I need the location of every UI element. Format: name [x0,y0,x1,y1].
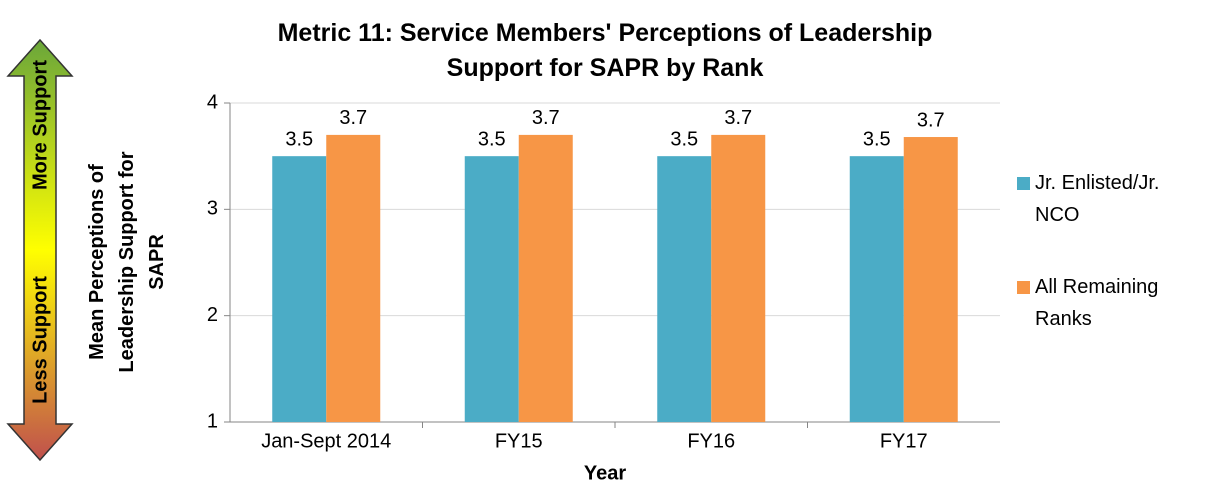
y-tick-label: 1 [207,410,218,432]
y-axis-title: Mean Perceptions of Leadership Support f… [86,151,168,373]
x-tick-label: FY15 [495,430,543,452]
arrow-label-high: More Support [29,60,51,190]
data-label: 3.7 [339,107,367,129]
bar [464,156,519,422]
legend-label: Jr. Enlisted/Jr. NCO [1035,172,1160,226]
data-label: 3.7 [917,109,945,131]
bar [711,134,766,422]
legend-swatch [1017,177,1030,190]
y-tick-label: 4 [207,91,218,113]
bar [518,134,573,422]
bar [849,156,904,422]
data-label: 3.5 [478,128,506,150]
y-tick-label: 2 [207,304,218,326]
bar [657,156,712,422]
bar [326,134,381,422]
x-tick-label: Jan-Sept 2014 [261,430,391,452]
data-label: 3.7 [724,107,752,129]
data-label: 3.5 [670,128,698,150]
data-label: 3.5 [285,128,313,150]
x-tick-label: FY17 [880,430,928,452]
arrow-label-low: Less Support [29,276,51,404]
chart-title: Metric 11: Service Members' Perceptions … [277,19,933,82]
x-tick-label: FY16 [687,430,735,452]
y-tick-label: 3 [207,198,218,220]
legend-swatch [1017,281,1030,294]
support-arrow [6,38,74,462]
bar [272,156,327,422]
x-axis-title: Year [584,462,626,484]
data-label: 3.5 [863,128,891,150]
bar [903,137,958,422]
legend-label: All Remaining Ranks [1035,276,1159,330]
data-label: 3.7 [532,107,560,129]
